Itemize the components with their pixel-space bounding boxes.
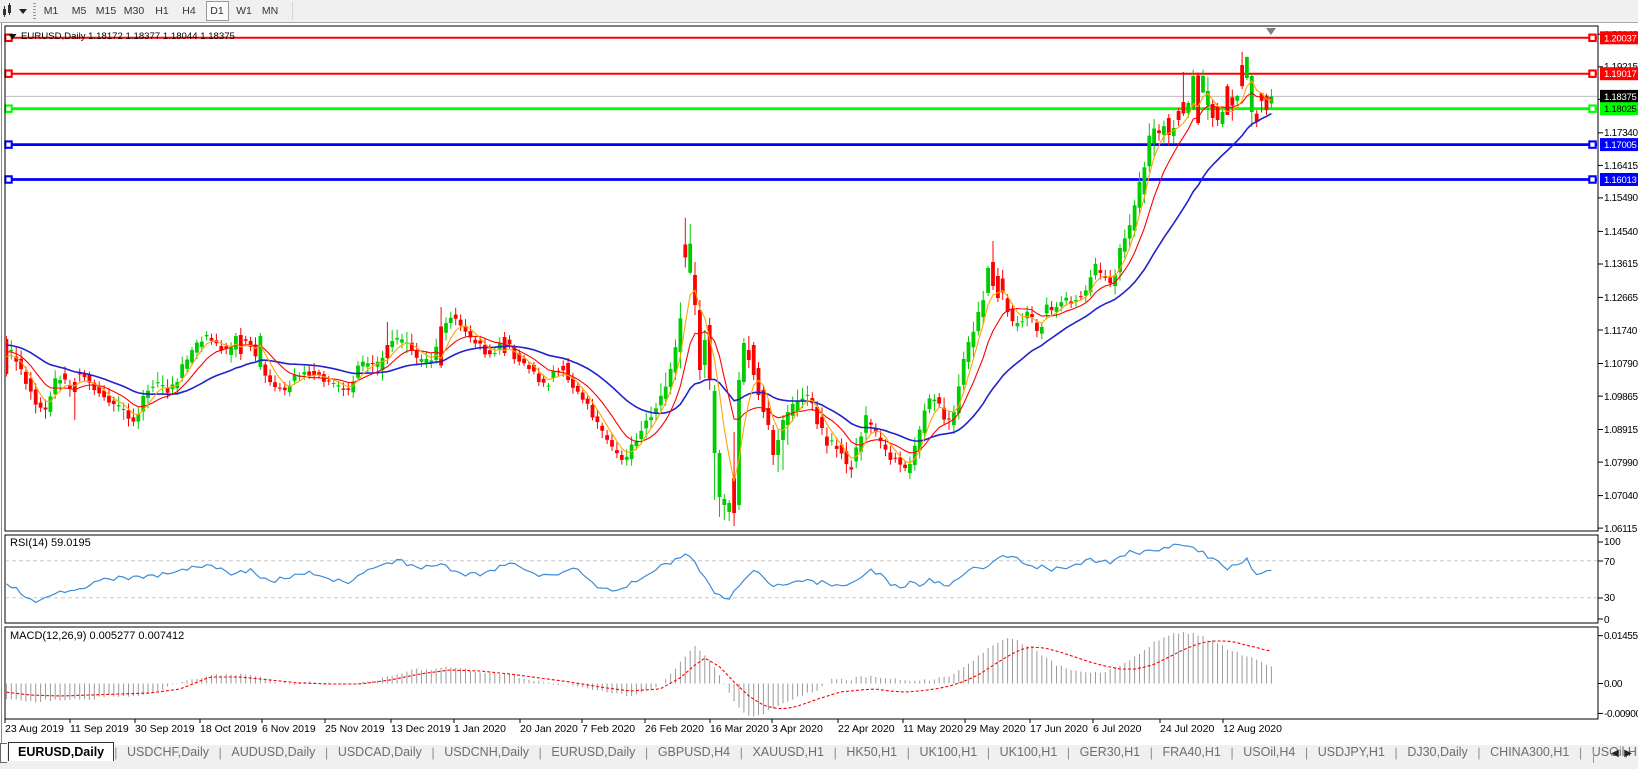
- svg-text:1.17340: 1.17340: [1604, 128, 1638, 139]
- svg-text:1.16013: 1.16013: [1604, 175, 1637, 186]
- svg-text:6 Jul 2020: 6 Jul 2020: [1093, 723, 1142, 735]
- svg-text:24 Jul 2020: 24 Jul 2020: [1160, 723, 1214, 735]
- svg-text:1.18025: 1.18025: [1604, 104, 1637, 115]
- svg-text:17 Jun 2020: 17 Jun 2020: [1030, 723, 1088, 735]
- svg-text:100: 100: [1604, 537, 1621, 548]
- svg-text:0.00: 0.00: [1604, 679, 1623, 690]
- svg-text:11 May 2020: 11 May 2020: [903, 723, 963, 735]
- svg-text:MACD(12,26,9) 0.005277 0.00741: MACD(12,26,9) 0.005277 0.007412: [10, 630, 184, 642]
- svg-text:25 Nov 2019: 25 Nov 2019: [325, 723, 385, 735]
- svg-text:1.14540: 1.14540: [1604, 227, 1638, 238]
- svg-text:18 Oct 2019: 18 Oct 2019: [200, 723, 257, 735]
- svg-text:30: 30: [1604, 593, 1616, 604]
- svg-text:1.11740: 1.11740: [1604, 326, 1638, 337]
- svg-text:1.16415: 1.16415: [1604, 161, 1638, 172]
- svg-text:1.17005: 1.17005: [1604, 140, 1637, 151]
- svg-text:1.13615: 1.13615: [1604, 259, 1638, 270]
- svg-text:1.08915: 1.08915: [1604, 425, 1638, 436]
- svg-text:13 Dec 2019: 13 Dec 2019: [391, 723, 451, 735]
- svg-text:3 Apr 2020: 3 Apr 2020: [772, 723, 823, 735]
- svg-text:20 Jan 2020: 20 Jan 2020: [520, 723, 578, 735]
- svg-text:1 Jan 2020: 1 Jan 2020: [454, 723, 506, 735]
- svg-text:-0.00900: -0.00900: [1604, 709, 1638, 720]
- svg-text:22 Apr 2020: 22 Apr 2020: [838, 723, 895, 735]
- svg-text:12 Aug 2020: 12 Aug 2020: [1223, 723, 1282, 735]
- svg-text:EURUSD,Daily 1.18172 1.18377 1: EURUSD,Daily 1.18172 1.18377 1.18044 1.1…: [21, 31, 235, 42]
- svg-text:30 Sep 2019: 30 Sep 2019: [135, 723, 195, 735]
- svg-text:1.09865: 1.09865: [1604, 392, 1638, 403]
- svg-text:1.06115: 1.06115: [1604, 524, 1638, 535]
- svg-text:0: 0: [1604, 615, 1610, 626]
- svg-text:70: 70: [1604, 557, 1616, 568]
- svg-text:1.15490: 1.15490: [1604, 193, 1638, 204]
- svg-text:1.07040: 1.07040: [1604, 491, 1638, 502]
- svg-text:1.07990: 1.07990: [1604, 458, 1638, 469]
- svg-text:16 Mar 2020: 16 Mar 2020: [710, 723, 769, 735]
- svg-text:11 Sep 2019: 11 Sep 2019: [70, 723, 129, 735]
- svg-text:29 May 2020: 29 May 2020: [965, 723, 1026, 735]
- svg-text:1.12665: 1.12665: [1604, 293, 1638, 304]
- svg-text:23 Aug 2019: 23 Aug 2019: [5, 723, 64, 735]
- svg-text:7 Feb 2020: 7 Feb 2020: [582, 723, 635, 735]
- svg-text:1.18375: 1.18375: [1604, 92, 1637, 103]
- svg-text:1.10790: 1.10790: [1604, 359, 1638, 370]
- svg-text:1.20037: 1.20037: [1604, 33, 1637, 44]
- svg-text:1.19017: 1.19017: [1604, 69, 1637, 80]
- svg-text:RSI(14) 59.0195: RSI(14) 59.0195: [10, 537, 91, 549]
- svg-text:6 Nov 2019: 6 Nov 2019: [262, 723, 316, 735]
- svg-text:26 Feb 2020: 26 Feb 2020: [645, 723, 704, 735]
- svg-text:0.014556: 0.014556: [1604, 631, 1638, 642]
